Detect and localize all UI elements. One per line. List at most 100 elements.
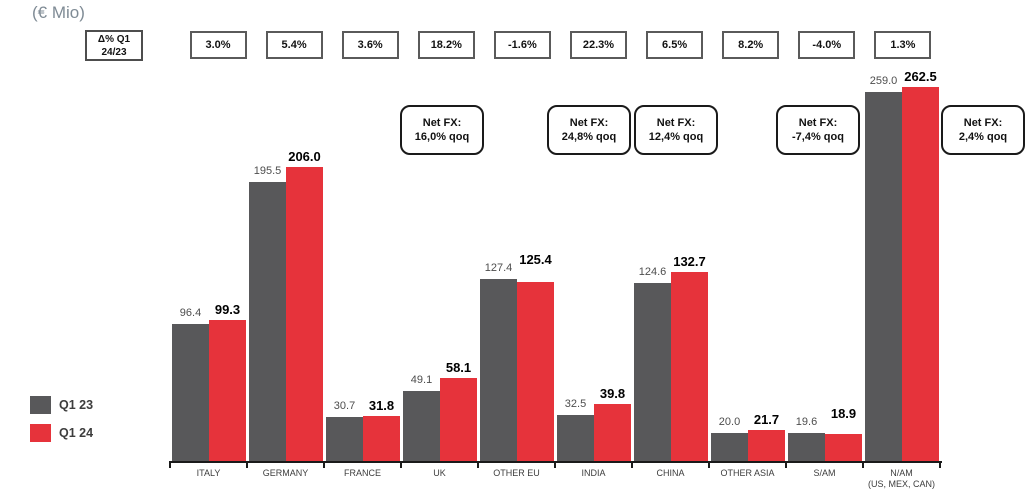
bar-q1-23-china — [634, 283, 671, 461]
bar-q1-23-s-am — [788, 433, 825, 461]
axis-label-other-eu: OTHER EU — [469, 468, 565, 479]
value-label-q1-24-india: 39.8 — [599, 386, 626, 402]
value-label-q1-24-germany: 206.0 — [288, 149, 321, 165]
netfx-box-right-of-chart: Net FX: 2,4% qoq — [941, 105, 1025, 155]
axis-tick-6 — [631, 461, 633, 468]
delta-box-india: 22.3% — [570, 31, 627, 59]
delta-header-line1: Δ% Q1 — [97, 34, 131, 45]
value-label-q1-23-s-am: 19.6 — [795, 416, 818, 429]
bar-q1-23-other-asia — [711, 432, 748, 461]
delta-header-line2: 24/23 — [101, 47, 127, 58]
axis-label-s-am: S/AM — [777, 468, 873, 479]
value-label-q1-23-india: 32.5 — [564, 397, 587, 410]
axis-label-text-france: FRANCE — [343, 468, 381, 478]
value-label-q1-24-france: 31.8 — [368, 397, 395, 413]
axis-tick-8 — [785, 461, 787, 468]
value-label-q1-24-other-eu: 125.4 — [519, 252, 552, 268]
bar-q1-24-china — [671, 271, 708, 461]
axis-label-uk: UK — [392, 468, 488, 479]
axis-label-india: INDIA — [546, 468, 642, 479]
axis-label-text-germany: GERMANY — [262, 468, 309, 478]
delta-header-box: Δ% Q1 24/23 — [85, 30, 143, 61]
netfx-line2: 2,4% qoq — [958, 131, 1008, 143]
axis-tick-1 — [246, 461, 248, 468]
value-label-q1-23-uk: 49.1 — [410, 374, 433, 387]
chart-title: (€ Mio) — [32, 3, 85, 22]
value-label-q1-24-italy: 99.3 — [214, 301, 241, 317]
axis-label-text-uk: UK — [433, 468, 446, 478]
value-label-q1-24-other-asia: 21.7 — [753, 412, 780, 428]
axis-tick-4 — [477, 461, 479, 468]
value-label-q1-23-n-am: 259.0 — [869, 74, 898, 87]
value-label-q1-24-china: 132.7 — [673, 253, 706, 269]
bar-q1-24-n-am — [902, 87, 939, 461]
netfx-line1: Net FX: — [798, 117, 838, 129]
axis-tick-5 — [554, 461, 556, 468]
axis-label-text-italy: ITALY — [196, 468, 221, 478]
netfx-line1: Net FX: — [963, 117, 1003, 129]
axis-label-text-other-asia: OTHER ASIA — [720, 468, 775, 478]
bar-q1-24-france — [363, 415, 400, 461]
netfx-box-uk: Net FX: 16,0% qoq — [400, 105, 484, 155]
netfx-line2: 12,4% qoq — [648, 131, 704, 143]
bar-q1-23-italy — [172, 323, 209, 461]
bar-q1-24-germany — [286, 167, 323, 461]
bar-q1-23-n-am — [865, 91, 902, 461]
delta-box-italy: 3.0% — [189, 31, 247, 59]
axis-label-text-india: INDIA — [581, 468, 606, 478]
legend-label-q1-24: Q1 24 — [59, 426, 94, 440]
axis-sublabel-n-am: (US, MEX, CAN) — [867, 479, 935, 489]
netfx-box-s-am: Net FX: -7,4% qoq — [776, 105, 860, 155]
netfx-line1: Net FX: — [656, 117, 696, 129]
axis-tick-7 — [708, 461, 710, 468]
axis-label-text-other-eu: OTHER EU — [493, 468, 540, 478]
bar-q1-24-s-am — [825, 434, 862, 461]
value-label-q1-23-other-eu: 127.4 — [484, 262, 513, 275]
netfx-box-india: Net FX: 24,8% qoq — [547, 105, 631, 155]
bar-q1-23-uk — [403, 391, 440, 461]
delta-box-uk: 18.2% — [417, 31, 475, 59]
bar-q1-24-italy — [209, 319, 246, 461]
value-label-q1-23-other-asia: 20.0 — [718, 415, 741, 428]
value-label-q1-23-france: 30.7 — [333, 400, 356, 413]
delta-box-other-eu: -1.6% — [493, 31, 551, 59]
delta-box-germany: 5.4% — [265, 31, 323, 59]
delta-box-s-am: -4.0% — [798, 31, 856, 59]
legend-item-q1-24: Q1 24 — [30, 424, 93, 442]
axis-label-china: CHINA — [623, 468, 719, 479]
legend-item-q1-23: Q1 23 — [30, 396, 93, 414]
axis-label-italy: ITALY — [161, 468, 257, 479]
bar-q1-24-other-asia — [748, 430, 785, 461]
axis-tick-10 — [939, 461, 941, 468]
axis-label-text-n-am: N/AM — [890, 468, 913, 478]
bar-q1-23-germany — [249, 182, 286, 461]
bar-q1-24-india — [594, 404, 631, 461]
netfx-line2: 16,0% qoq — [414, 131, 470, 143]
legend-swatch-q1-24 — [30, 424, 51, 442]
axis-tick-3 — [400, 461, 402, 468]
axis-label-text-china: CHINA — [656, 468, 685, 478]
bar-q1-23-other-eu — [480, 279, 517, 461]
axis-label-germany: GERMANY — [238, 468, 334, 479]
netfx-line1: Net FX: — [569, 117, 609, 129]
value-label-q1-23-china: 124.6 — [638, 266, 667, 279]
legend: Q1 23 Q1 24 — [30, 396, 93, 452]
axis-label-n-am: N/AM (US, MEX, CAN) — [854, 468, 950, 490]
value-label-q1-24-uk: 58.1 — [445, 360, 472, 376]
value-label-q1-24-s-am: 18.9 — [830, 406, 857, 422]
bar-q1-23-france — [326, 417, 363, 461]
axis-label-text-s-am: S/AM — [813, 468, 836, 478]
legend-swatch-q1-23 — [30, 396, 51, 414]
axis-tick-0 — [169, 461, 171, 468]
bar-q1-24-uk — [440, 378, 477, 461]
bar-q1-23-india — [557, 414, 594, 461]
delta-box-france: 3.6% — [341, 31, 399, 59]
netfx-line1: Net FX: — [422, 117, 462, 129]
value-label-q1-23-italy: 96.4 — [179, 306, 202, 319]
delta-box-china: 6.5% — [646, 31, 704, 59]
bar-q1-24-other-eu — [517, 282, 554, 461]
axis-label-france: FRANCE — [315, 468, 411, 479]
delta-box-other-asia: 8.2% — [722, 31, 780, 59]
netfx-line2: -7,4% qoq — [792, 131, 844, 143]
